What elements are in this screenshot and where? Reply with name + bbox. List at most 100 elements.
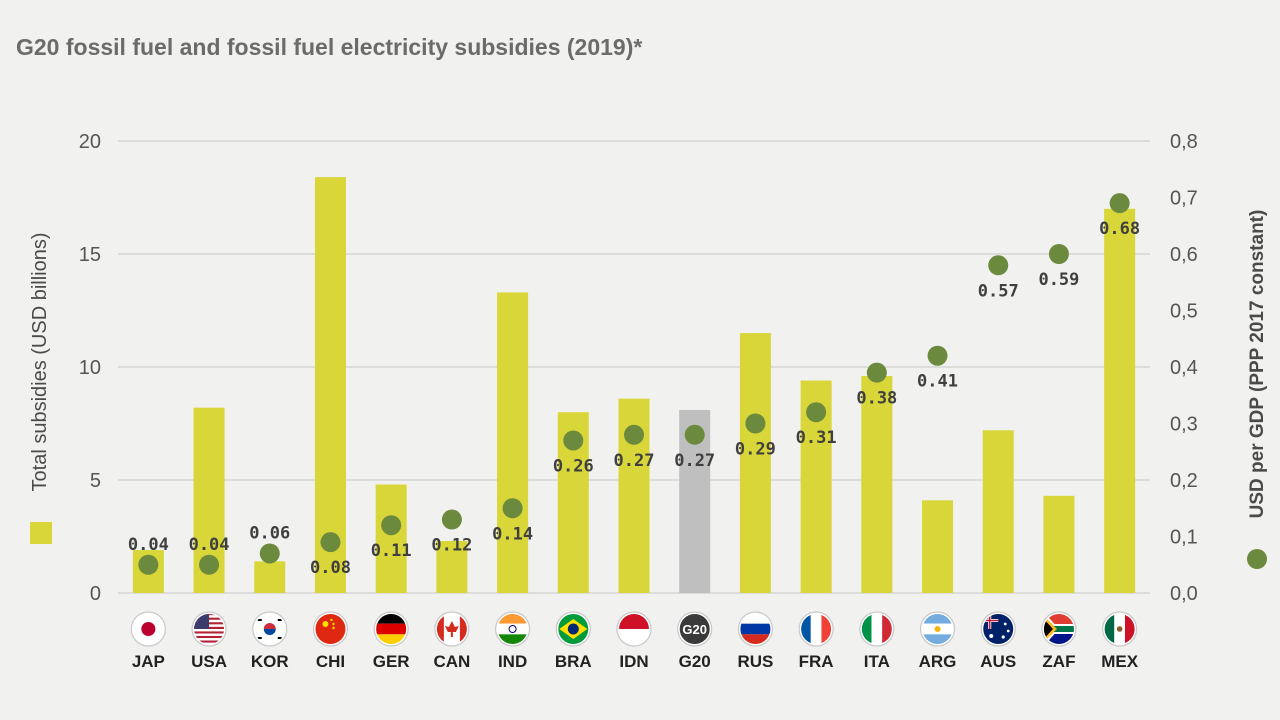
canada-flag-icon [434, 611, 470, 647]
bar-ger [375, 484, 407, 593]
y-right-tick-label: 0,2 [1170, 470, 1198, 492]
mexico-flag-icon [1102, 611, 1138, 647]
data-label: 0.59 [1038, 270, 1079, 290]
y-left-tick-label: 10 [79, 357, 101, 379]
point-usa [199, 554, 220, 575]
y-left-tick-label: 15 [79, 244, 101, 266]
y-right-tick-label: 0,1 [1170, 527, 1198, 549]
data-label: 0.12 [431, 536, 472, 556]
y-right-tick-label: 0,4 [1170, 357, 1198, 379]
data-label: 0.27 [614, 451, 655, 471]
point-ita [866, 362, 887, 383]
right-legend-dot [1247, 549, 1267, 569]
bar-arg [922, 500, 954, 593]
point-rus [745, 413, 766, 434]
point-idn [624, 424, 644, 445]
data-label: 0.38 [856, 389, 897, 409]
category-label: RUS [737, 652, 773, 671]
category-label: ITA [864, 652, 890, 671]
point-zaf [1048, 244, 1069, 264]
point-bra [563, 430, 584, 451]
y-right-tick-label: 0,6 [1170, 244, 1198, 266]
data-label: 0.68 [1099, 219, 1140, 239]
category-label: GER [373, 652, 410, 671]
category-label: ARG [919, 652, 957, 671]
point-chi [320, 532, 341, 553]
category-label: CAN [433, 652, 470, 671]
data-label: 0.26 [553, 456, 594, 476]
australia-flag-icon [980, 611, 1016, 647]
indonesia-flag-icon [616, 611, 652, 647]
data-label: 0.27 [674, 451, 715, 471]
data-label: 0.41 [917, 372, 958, 392]
y-left-tick-label: 5 [90, 470, 101, 492]
category-label: FRA [799, 652, 834, 671]
g20-icon: G20 [677, 611, 713, 647]
point-jap [138, 554, 159, 575]
data-label: 0.04 [128, 535, 169, 555]
y-right-tick-label: 0,0 [1170, 583, 1198, 605]
y-left-axis-title: Total subsidies (USD billions) [29, 233, 51, 492]
data-label: 0.08 [310, 558, 351, 578]
bar-kor [254, 561, 286, 593]
g20-badge-text: G20 [682, 622, 707, 637]
data-label: 0.31 [796, 428, 837, 448]
y-right-tick-label: 0,8 [1170, 131, 1198, 153]
category-label: MEX [1101, 652, 1139, 671]
y-right-tick-label: 0,3 [1170, 414, 1198, 436]
data-label: 0.57 [978, 281, 1019, 301]
korea-flag-icon [252, 611, 288, 647]
point-mex [1109, 193, 1130, 214]
india-flag-icon [494, 611, 531, 647]
russia-flag-icon [737, 611, 774, 647]
category-label: KOR [251, 652, 289, 671]
point-fra [806, 402, 827, 423]
category-label: BRA [555, 652, 592, 671]
bar-rus [739, 333, 771, 593]
point-aus [988, 255, 1009, 276]
point-g20 [684, 424, 705, 445]
bar-can [436, 541, 468, 593]
point-ger [381, 515, 402, 536]
data-label: 0.06 [249, 523, 290, 543]
usa-flag-icon [191, 611, 227, 647]
bar-chi [314, 177, 346, 593]
category-label: IDN [619, 652, 648, 671]
italy-flag-icon [859, 611, 895, 647]
bar-ind [497, 292, 529, 593]
point-can [441, 509, 462, 530]
y-left-tick-label: 20 [79, 131, 101, 153]
category-label: USA [191, 652, 227, 671]
category-label: G20 [679, 652, 711, 671]
point-kor [259, 543, 280, 564]
chart-title: G20 fossil fuel and fossil fuel electric… [16, 34, 643, 60]
y-right-tick-label: 0,5 [1170, 301, 1198, 323]
y-right-tick-label: 0,7 [1170, 188, 1198, 210]
y-left-tick-label: 0 [90, 583, 101, 605]
data-label: 0.04 [189, 535, 230, 555]
germany-flag-icon [373, 611, 409, 647]
japan-flag-icon [130, 611, 166, 647]
data-label: 0.14 [492, 524, 533, 544]
argentina-flag-icon [919, 611, 956, 647]
data-label: 0.29 [735, 440, 776, 460]
point-ind [502, 498, 523, 519]
data-label: 0.11 [371, 541, 412, 561]
category-label: CHI [316, 652, 345, 671]
y-right-axis-title: USD per GDP (PPP 2017 constant) [1247, 210, 1268, 519]
category-label: IND [498, 652, 527, 671]
category-label: JAP [132, 652, 165, 671]
bar-ita [861, 376, 893, 593]
bar-aus [982, 430, 1014, 593]
france-flag-icon [798, 611, 834, 647]
left-legend-swatch [30, 522, 52, 544]
bar-zaf [1043, 495, 1075, 593]
category-label: ZAF [1042, 652, 1075, 671]
bar-mex [1104, 208, 1136, 594]
category-label: AUS [980, 652, 1016, 671]
south-africa-flag-icon [1041, 611, 1077, 647]
point-arg [927, 345, 948, 366]
brazil-flag-icon [555, 611, 591, 647]
